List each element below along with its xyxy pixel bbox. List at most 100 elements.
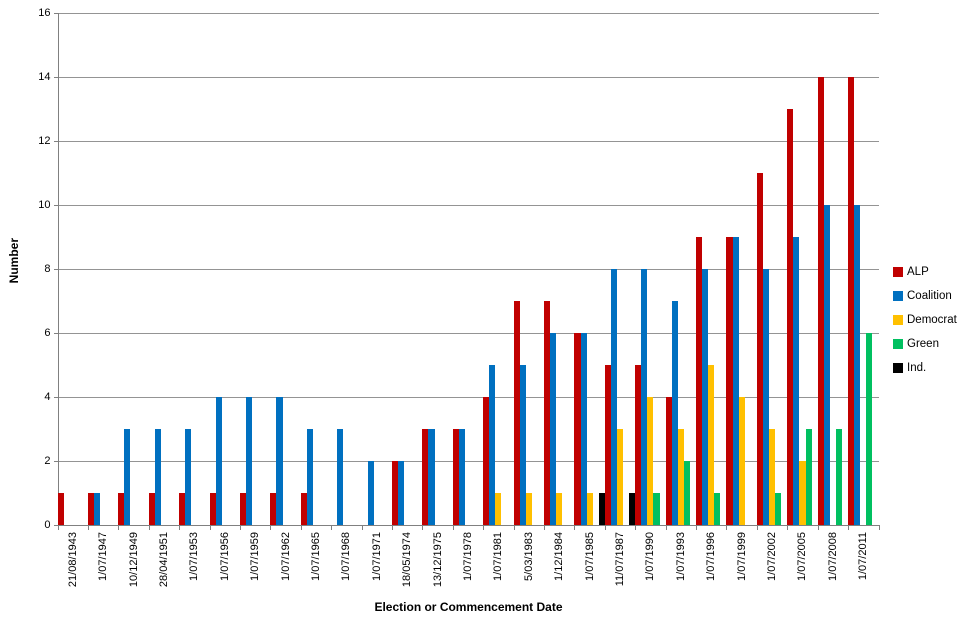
bar-green-20 — [683, 461, 690, 525]
legend-swatch-ind — [893, 363, 903, 373]
bar-democrat-20 — [677, 429, 684, 525]
y-axis-tick — [53, 461, 58, 462]
y-tick-label: 6 — [44, 326, 51, 339]
x-axis-tick — [87, 525, 89, 530]
bar-ind-17 — [598, 493, 605, 525]
x-tick-label: 1/07/1981 — [492, 532, 505, 581]
x-tick-label: 1/12/1984 — [553, 532, 566, 581]
x-axis-tick — [179, 525, 181, 530]
legend-swatch-green — [893, 339, 903, 349]
y-axis-tick — [53, 269, 58, 270]
bar-alp-17 — [574, 333, 581, 525]
legend: ALP Coalition Democrat Green Ind. — [893, 260, 957, 380]
x-axis-tick — [452, 525, 454, 530]
x-tick-label: 13/12/1975 — [431, 532, 444, 588]
bar-alp-2 — [118, 493, 125, 525]
y-tick-label: 0 — [44, 518, 51, 531]
bar-democrat-22 — [738, 397, 745, 525]
bar-alp-21 — [696, 237, 703, 525]
bar-coalition-10 — [367, 461, 374, 525]
bar-alp-4 — [179, 493, 186, 525]
bar-coalition-21 — [702, 269, 709, 525]
x-axis-tick — [787, 525, 789, 530]
bar-ind-18 — [629, 493, 636, 525]
bar-coalition-5 — [215, 397, 222, 525]
x-tick-label: 1/07/1947 — [97, 532, 110, 581]
x-tick-label: 1/07/1953 — [188, 532, 201, 581]
legend-label-green: Green — [907, 338, 939, 350]
bar-green-25 — [835, 429, 842, 525]
bar-alp-23 — [756, 173, 763, 525]
bar-democrat-14 — [495, 493, 502, 525]
legend-swatch-alp — [893, 267, 903, 277]
y-axis-title: Number — [7, 238, 21, 284]
x-axis-tick — [148, 525, 150, 530]
x-axis-tick — [118, 525, 120, 530]
bar-alp-25 — [817, 77, 824, 525]
x-axis-tick — [544, 525, 546, 530]
bar-alp-0 — [57, 493, 64, 525]
bar-democrat-17 — [586, 493, 593, 525]
bar-green-24 — [805, 429, 812, 525]
x-tick-label: 11/07/1987 — [614, 532, 627, 587]
y-tick-label: 16 — [38, 6, 51, 19]
x-tick-label: 1/07/1978 — [462, 532, 474, 581]
bar-alp-7 — [270, 493, 277, 525]
bar-democrat-15 — [525, 493, 532, 525]
x-axis-tick — [604, 525, 606, 530]
y-tick-label: 10 — [38, 198, 51, 211]
gridline — [57, 269, 879, 270]
bar-coalition-22 — [732, 237, 739, 525]
bar-green-26 — [866, 333, 873, 525]
x-axis-tick — [878, 525, 880, 530]
x-tick-label: 1/07/2008 — [826, 532, 839, 581]
x-tick-label: 1/07/1990 — [644, 532, 657, 581]
bar-alp-3 — [148, 493, 155, 525]
x-tick-label: 1/07/2002 — [766, 532, 779, 581]
bar-coalition-9 — [337, 429, 344, 525]
bar-coalition-2 — [124, 429, 131, 525]
bar-coalition-19 — [641, 269, 648, 525]
bar-alp-6 — [239, 493, 247, 525]
legend-item-democrat: Democrat — [893, 308, 957, 332]
bar-green-23 — [775, 493, 782, 525]
x-tick-label: 1/07/1968 — [340, 532, 353, 581]
y-tick-label: 4 — [44, 390, 51, 403]
gridline — [57, 397, 879, 398]
x-axis-tick — [361, 525, 363, 530]
legend-item-coalition: Coalition — [893, 284, 957, 308]
x-tick-label: 1/07/1999 — [735, 532, 748, 581]
x-tick-label: 1/07/1965 — [309, 532, 322, 581]
gridline — [57, 77, 879, 78]
x-axis-tick — [239, 525, 241, 530]
bar-alp-14 — [483, 397, 490, 525]
x-axis-tick — [513, 525, 515, 530]
bar-democrat-23 — [769, 429, 776, 525]
x-axis-tick — [696, 525, 698, 530]
gridline — [57, 461, 879, 462]
bar-green-19 — [653, 493, 660, 525]
x-axis-tick — [391, 525, 393, 530]
x-tick-label: 21/08/1943 — [66, 532, 79, 588]
x-axis-tick — [665, 525, 667, 530]
x-axis-tick — [270, 525, 272, 530]
legend-item-ind: Ind. — [893, 356, 957, 380]
bar-alp-13 — [452, 429, 459, 525]
bar-alp-24 — [787, 109, 794, 525]
y-tick-label: 8 — [44, 262, 51, 275]
bar-alp-11 — [391, 461, 399, 525]
x-tick-label: 1/07/1959 — [249, 532, 262, 581]
y-axis-tick — [53, 13, 58, 14]
x-axis-tick — [635, 525, 637, 530]
bar-democrat-16 — [556, 493, 563, 525]
legend-swatch-democrat — [893, 315, 903, 325]
y-tick-label: 2 — [44, 454, 51, 467]
x-axis-title: Election or Commencement Date — [374, 600, 563, 614]
bar-coalition-17 — [580, 333, 587, 525]
bar-coalition-25 — [823, 205, 830, 525]
bar-coalition-26 — [854, 205, 861, 525]
x-axis-tick — [300, 525, 302, 530]
y-axis-tick — [53, 333, 58, 334]
bar-coalition-23 — [762, 269, 770, 525]
